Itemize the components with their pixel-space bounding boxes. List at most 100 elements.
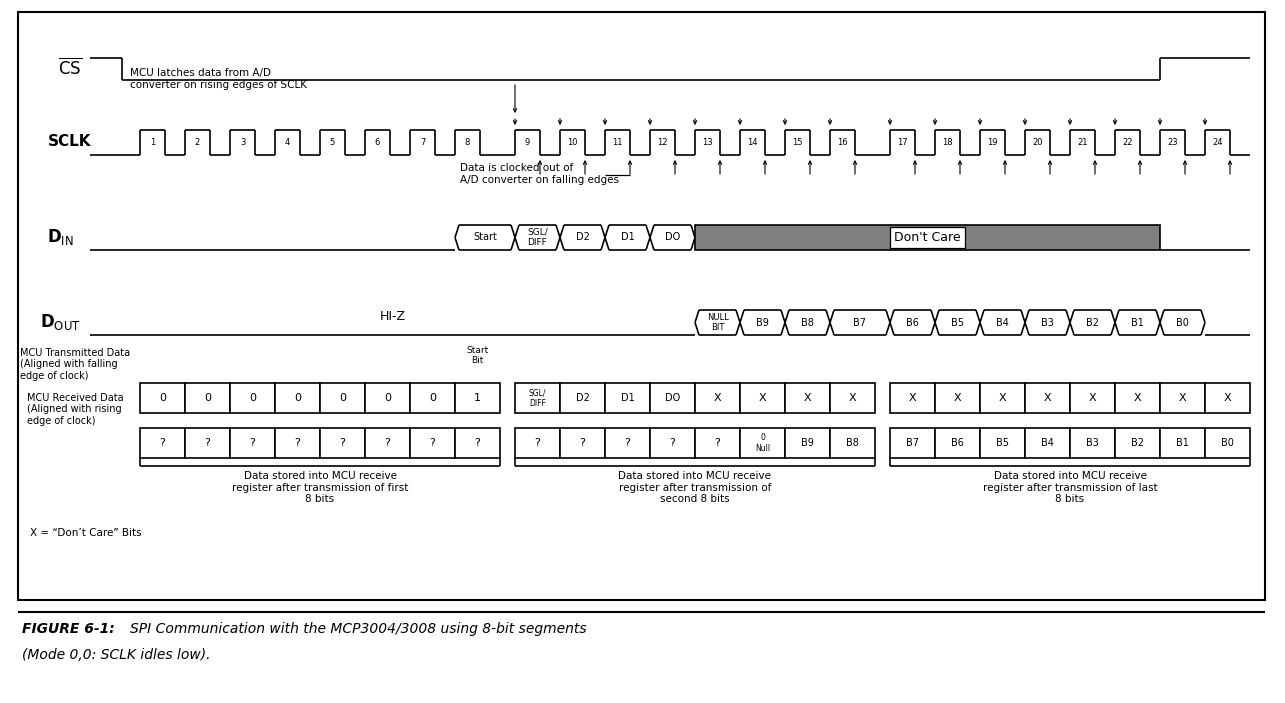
Bar [185, 428, 230, 458]
Bar [980, 428, 1025, 458]
Text: 1: 1 [474, 393, 481, 403]
Text: MCU latches data from A/D
converter on rising edges of SCLK: MCU latches data from A/D converter on r… [130, 68, 307, 89]
Text: SPI Communication with the MCP3004/3008 using 8-bit segments: SPI Communication with the MCP3004/3008 … [130, 622, 587, 636]
Text: X: X [848, 393, 856, 403]
Text: X: X [1133, 393, 1141, 403]
Text: (Mode 0,0: SCLK idles low).: (Mode 0,0: SCLK idles low). [22, 648, 211, 662]
Text: ?: ? [535, 438, 541, 448]
Bar [785, 383, 830, 413]
Text: B2: B2 [1086, 318, 1099, 328]
Text: ?: ? [474, 438, 481, 448]
Text: 10: 10 [567, 138, 578, 147]
Text: X: X [953, 393, 961, 403]
Text: ?: ? [339, 438, 346, 448]
Bar [695, 428, 740, 458]
Bar [230, 428, 275, 458]
Bar [650, 428, 695, 458]
Text: 17: 17 [897, 138, 907, 147]
Text: 2: 2 [195, 138, 200, 147]
Text: X: X [1043, 393, 1051, 403]
Bar [185, 383, 230, 413]
Bar [515, 383, 560, 413]
Bar [365, 428, 410, 458]
Text: D2: D2 [576, 233, 590, 243]
Text: MCU Transmitted Data
(Aligned with falling
edge of clock): MCU Transmitted Data (Aligned with falli… [21, 348, 130, 381]
Text: B2: B2 [1131, 438, 1144, 448]
Text: 8: 8 [465, 138, 470, 147]
Bar [935, 383, 980, 413]
Text: 9: 9 [524, 138, 531, 147]
Bar [560, 428, 605, 458]
Text: 24: 24 [1212, 138, 1223, 147]
Text: 4: 4 [285, 138, 290, 147]
Text: X: X [908, 393, 916, 403]
Text: X: X [713, 393, 721, 403]
Bar [1160, 428, 1205, 458]
Text: 1: 1 [150, 138, 155, 147]
Bar [140, 383, 185, 413]
Text: B8: B8 [846, 438, 858, 448]
Text: 12: 12 [657, 138, 668, 147]
Text: B6: B6 [951, 438, 964, 448]
Bar [695, 225, 1160, 250]
Text: Data stored into MCU receive
register after transmission of
second 8 bits: Data stored into MCU receive register af… [618, 471, 771, 504]
Bar [410, 428, 455, 458]
Bar [1070, 428, 1115, 458]
Bar [650, 383, 695, 413]
Text: 20: 20 [1032, 138, 1042, 147]
Bar [980, 383, 1025, 413]
Bar [1070, 383, 1115, 413]
Text: HI-Z: HI-Z [379, 310, 406, 323]
Bar [830, 428, 875, 458]
Text: B3: B3 [1086, 438, 1099, 448]
Text: 23: 23 [1167, 138, 1178, 147]
Text: B7: B7 [906, 438, 919, 448]
Text: 11: 11 [612, 138, 623, 147]
Text: X: X [758, 393, 766, 403]
Bar [785, 428, 830, 458]
Text: 6: 6 [375, 138, 380, 147]
Text: FIGURE 6-1:: FIGURE 6-1: [22, 622, 114, 636]
Text: ?: ? [294, 438, 301, 448]
Text: D1: D1 [621, 393, 635, 403]
Text: B4: B4 [1041, 438, 1054, 448]
Bar [1205, 428, 1250, 458]
Text: D2: D2 [576, 393, 590, 403]
Text: ?: ? [429, 438, 436, 448]
Text: B6: B6 [906, 318, 919, 328]
Text: 14: 14 [748, 138, 758, 147]
Text: ?: ? [159, 438, 166, 448]
Bar [320, 383, 365, 413]
Text: 0: 0 [249, 393, 256, 403]
Text: X: X [1088, 393, 1096, 403]
Text: Data stored into MCU receive
register after transmission of last
8 bits: Data stored into MCU receive register af… [983, 471, 1158, 504]
Text: B1: B1 [1131, 318, 1144, 328]
Text: 0: 0 [204, 393, 211, 403]
Text: ?: ? [580, 438, 586, 448]
Bar [1115, 383, 1160, 413]
Bar [1205, 383, 1250, 413]
Bar [1115, 428, 1160, 458]
Bar [515, 428, 560, 458]
Text: 21: 21 [1077, 138, 1087, 147]
Text: 0: 0 [294, 393, 301, 403]
Bar [891, 383, 935, 413]
Bar [320, 428, 365, 458]
Text: 0: 0 [339, 393, 346, 403]
Bar [275, 428, 320, 458]
Text: 13: 13 [702, 138, 713, 147]
Bar [18, 12, 1264, 600]
Text: ?: ? [669, 438, 676, 448]
Text: X: X [998, 393, 1006, 403]
Text: 15: 15 [793, 138, 803, 147]
Text: Start
Bit: Start Bit [466, 346, 488, 365]
Text: SCLK: SCLK [49, 134, 91, 150]
Bar [560, 383, 605, 413]
Bar [1025, 383, 1070, 413]
Text: 16: 16 [838, 138, 848, 147]
Text: ?: ? [249, 438, 256, 448]
Bar [695, 383, 740, 413]
Text: ?: ? [714, 438, 721, 448]
Text: 7: 7 [420, 138, 425, 147]
Bar [455, 428, 500, 458]
